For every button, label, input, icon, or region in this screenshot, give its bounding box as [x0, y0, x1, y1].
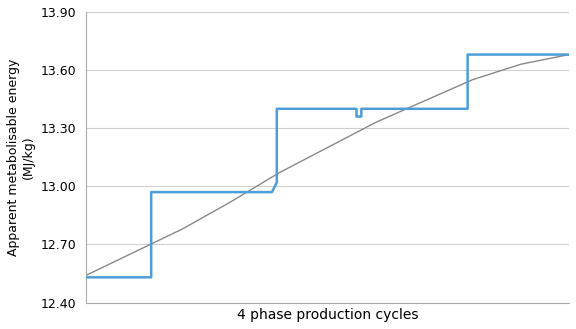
- X-axis label: 4 phase production cycles: 4 phase production cycles: [237, 308, 418, 322]
- Y-axis label: Apparent metabolisable energy
(MJ/kg): Apparent metabolisable energy (MJ/kg): [7, 59, 35, 256]
